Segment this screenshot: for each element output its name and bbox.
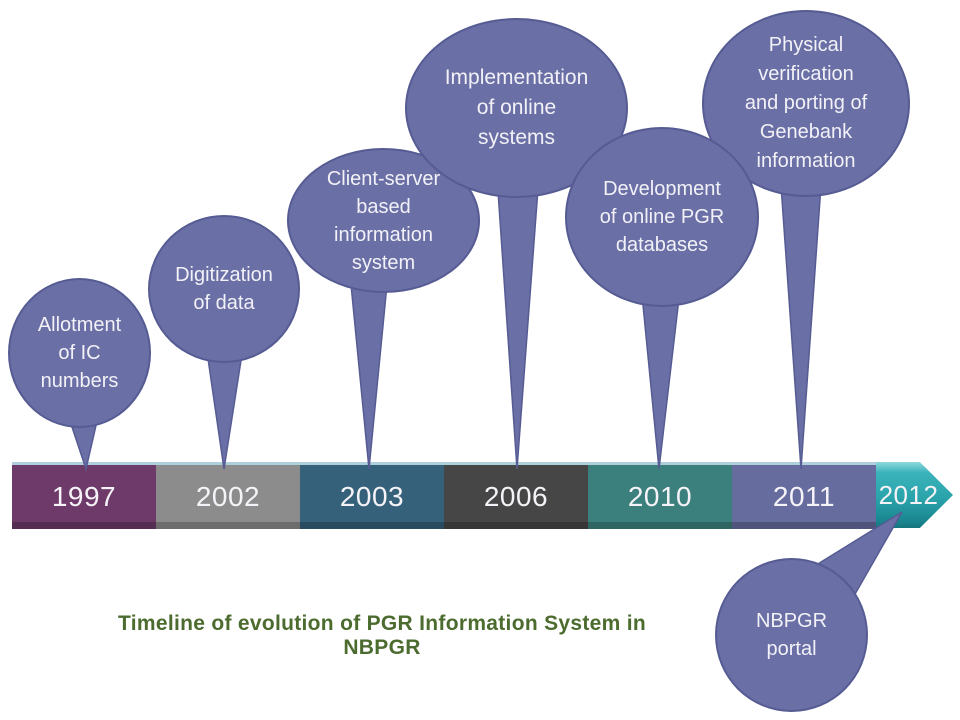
year-label: 2006 [483, 481, 549, 512]
timeline-segment-2003: 2003 [300, 465, 444, 529]
year-label: 2002 [195, 481, 261, 512]
balloon-allotment-ic-numbers: Allotment of IC numbers [8, 278, 151, 428]
timeline-segment-1997: 1997 [12, 465, 156, 529]
balloon-nbpgr-portal: NBPGR portal [715, 558, 868, 712]
balloon-label: Implementation of online systems [444, 66, 589, 149]
timeline-segment-2010: 2010 [588, 465, 732, 529]
year-label: 2011 [772, 481, 836, 512]
balloon-label: Development of online PGR databases [599, 178, 725, 256]
balloon-label: Digitization of data [175, 264, 273, 314]
balloon-development-pgr-databases: Development of online PGR databases [565, 127, 759, 307]
timeline-top-highlight [12, 462, 876, 465]
slide-caption: Timeline of evolution of PGR Information… [118, 612, 646, 659]
balloon-digitization-of-data: Digitization of data [148, 215, 300, 363]
year-label: 2003 [339, 481, 405, 512]
timeline-segment-2011: 2011 [732, 465, 876, 529]
balloon-label: Allotment of IC numbers [37, 314, 122, 392]
tail-2003 [348, 263, 390, 470]
balloon-label: Client-server based information system [326, 167, 441, 274]
balloon-label: Physical verification and porting of Gen… [744, 34, 868, 172]
year-label: 2012 [878, 479, 939, 510]
year-label: 1997 [51, 481, 117, 512]
timeline-segment-2006: 2006 [444, 465, 588, 529]
balloon-label: NBPGR portal [755, 610, 828, 660]
timeline-segment-2002: 2002 [156, 465, 300, 529]
year-label: 2010 [627, 481, 693, 512]
tail-2006 [495, 161, 541, 470]
tail-2011 [778, 156, 824, 470]
